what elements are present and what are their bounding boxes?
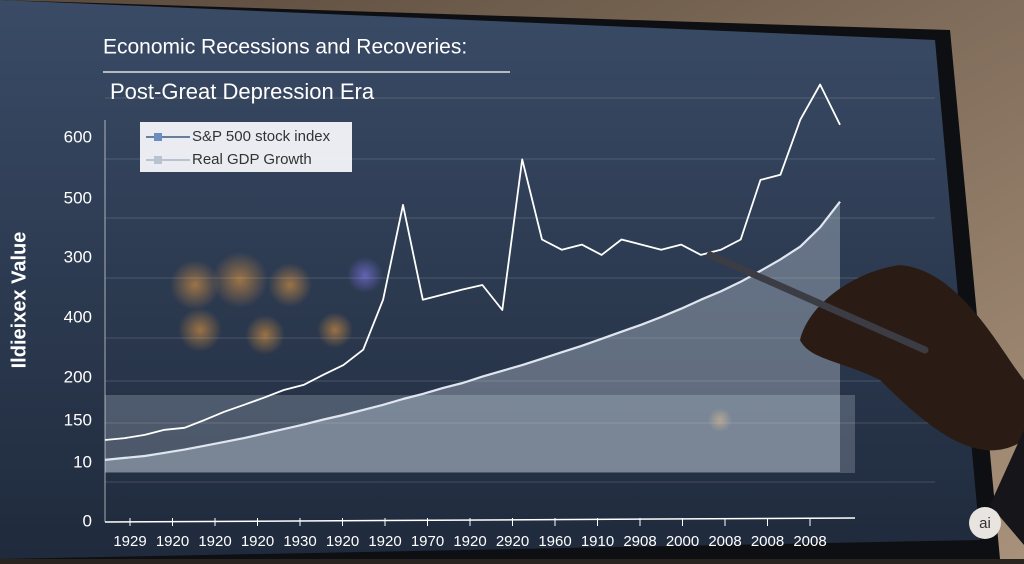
legend-swatch	[154, 156, 162, 164]
x-tick-label: 1929	[113, 533, 146, 550]
x-tick-label: 1920	[156, 533, 189, 550]
x-tick-label: 1930	[283, 533, 316, 550]
series-area	[105, 201, 840, 472]
hand	[706, 251, 1024, 545]
legend-label: S&P 500 stock index	[192, 128, 331, 145]
legend-box	[140, 122, 352, 172]
legend: S&P 500 stock index Real GDP Growth	[140, 122, 352, 172]
x-tick-label: 1970	[411, 533, 444, 550]
y-axis-label: Ildieixex Value	[8, 232, 30, 369]
watermark-badge	[969, 507, 1001, 539]
plot-panel	[105, 395, 855, 473]
x-tick-label: 2908	[623, 533, 656, 550]
y-tick-label: 150	[64, 410, 92, 429]
bokeh	[170, 252, 732, 432]
x-tick-label: 1920	[368, 533, 401, 550]
legend-swatch	[154, 133, 162, 141]
y-tick-label: 600	[64, 127, 92, 146]
y-tick-label: 200	[64, 367, 92, 386]
x-tick-label: 1910	[581, 533, 614, 550]
legend-label: Real GDP Growth	[192, 151, 312, 168]
x-tick-label: 1920	[453, 533, 486, 550]
x-axis	[104, 517, 856, 523]
x-tick-label: 2008	[793, 533, 826, 550]
x-tick-label: 2000	[666, 533, 699, 550]
x-tick-label: 1960	[538, 533, 571, 550]
series-line	[104, 83, 841, 441]
watermark: ai	[979, 515, 991, 532]
y-tick-label: 500	[64, 188, 92, 207]
series-line	[104, 201, 841, 461]
x-tick-label: 1920	[198, 533, 231, 550]
x-tick-label: 2008	[751, 533, 784, 550]
y-tick-label: 300	[64, 247, 92, 266]
x-tick-label: 1920	[326, 533, 359, 550]
y-tick-label: 400	[64, 307, 92, 326]
x-tick-label: 2008	[708, 533, 741, 550]
chart-subtitle: Post-Great Depression Era	[110, 79, 375, 104]
y-tick-label: 0	[83, 511, 92, 530]
y-tick-label: 10	[73, 452, 92, 471]
x-tick-label: 1920	[241, 533, 274, 550]
x-tick-label: 2920	[496, 533, 529, 550]
chart-title: Economic Recessions and Recoveries:	[103, 36, 467, 59]
